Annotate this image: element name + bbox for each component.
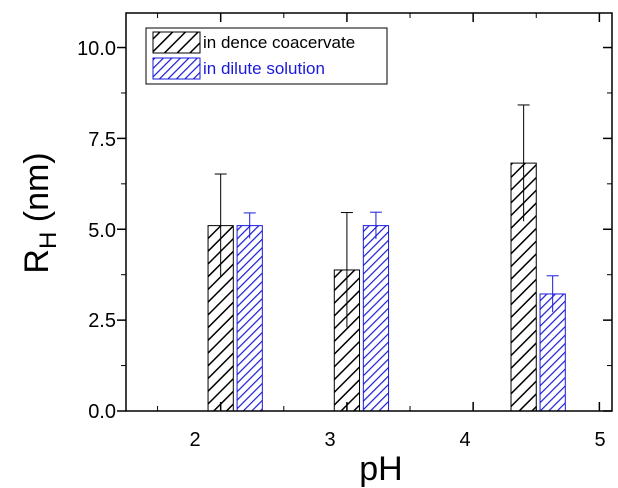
y-tick-label: 5.0 [88, 220, 116, 242]
x-tick-label: 4 [459, 429, 470, 451]
plot-frame [125, 12, 613, 412]
bars-layer [207, 162, 566, 412]
legend-label-dilute: in dilute solution [203, 59, 325, 78]
x-tick-labels: 2 3 4 5 [189, 429, 605, 451]
bar [236, 225, 263, 412]
x-tick-label: 3 [324, 429, 335, 451]
ticks-layer [117, 13, 612, 412]
x-tick-label: 2 [189, 429, 200, 451]
y-axis-label: RH (nm) [18, 152, 62, 273]
y-tick-label: 0.0 [88, 401, 116, 423]
y-tick-label: 7.5 [88, 129, 116, 151]
y-tick-label: 2.5 [88, 310, 116, 332]
error-bars-layer [214, 104, 559, 328]
legend-swatch-dence [152, 31, 201, 54]
legend-swatch-dilute [152, 57, 201, 80]
legend-label-dence: in dence coacervate [203, 33, 355, 52]
legend: in dence coacervate in dilute solution [145, 27, 388, 85]
bar [362, 225, 390, 412]
x-tick-label: 5 [594, 429, 605, 451]
x-axis-label: pH [359, 450, 402, 488]
y-tick-label: 10.0 [77, 38, 116, 60]
bar [539, 293, 566, 412]
y-tick-labels: 0.0 2.5 5.0 7.5 10.0 [77, 38, 116, 423]
